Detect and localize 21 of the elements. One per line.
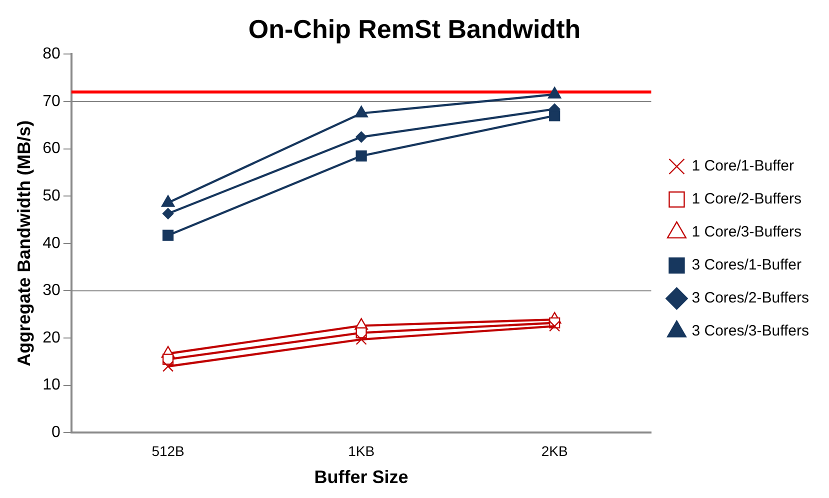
y-tick-label: 50: [42, 188, 60, 205]
x-tick-label: 1KB: [348, 442, 375, 459]
y-tick-label: 80: [42, 46, 60, 63]
legend-label: 3 Cores/2-Buffers: [692, 290, 810, 307]
y-tick-label: 20: [42, 329, 60, 346]
x-tick-label: 2KB: [541, 442, 568, 459]
y-tick-label: 0: [51, 424, 60, 442]
y-tick-label: 40: [42, 234, 60, 252]
y-axis-title: Aggregate Bandwidth (MB/s): [14, 120, 34, 366]
y-tick-label: 60: [42, 140, 60, 158]
y-tick-label: 70: [42, 92, 60, 110]
legend-label: 1 Core/1-Buffer: [692, 158, 794, 175]
y-tick-label: 10: [42, 376, 60, 394]
y-tick-label: 30: [42, 282, 60, 300]
x-tick-label: 512B: [152, 442, 184, 459]
legend-label: 3 Cores/3-Buffers: [692, 322, 810, 340]
legend-label: 1 Core/2-Buffers: [692, 190, 802, 208]
legend-label: 3 Cores/1-Buffer: [692, 256, 802, 274]
chart-title: On-Chip RemSt Bandwidth: [248, 14, 581, 44]
x-axis-title: Buffer Size: [314, 467, 408, 488]
legend-label: 1 Core/3-Buffers: [692, 224, 802, 241]
